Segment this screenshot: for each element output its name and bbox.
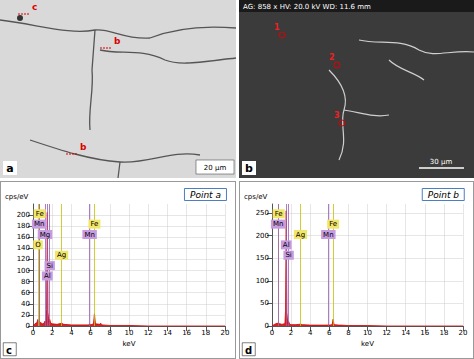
svg-text:Si: Si	[47, 262, 53, 270]
svg-text:Mn: Mn	[84, 231, 94, 239]
svg-text:180: 180	[17, 222, 30, 230]
svg-text:Al: Al	[283, 241, 290, 249]
svg-text:12: 12	[382, 329, 391, 337]
svg-text:O: O	[35, 241, 41, 249]
svg-text:80: 80	[21, 278, 30, 286]
svg-text:150: 150	[256, 254, 269, 262]
svg-text:0: 0	[265, 322, 269, 330]
svg-text:18: 18	[439, 329, 448, 337]
svg-text:Fe: Fe	[275, 210, 283, 218]
svg-text:2: 2	[289, 329, 293, 337]
svg-text:250: 250	[256, 209, 269, 217]
svg-text:8: 8	[108, 329, 112, 337]
svg-text:a: a	[6, 162, 13, 175]
svg-text:cps/eV: cps/eV	[244, 193, 268, 201]
svg-text:6: 6	[88, 329, 93, 337]
svg-text:AG: 858 x HV: 20.0 kV WD: 11.6: AG: 858 x HV: 20.0 kV WD: 11.6 mm	[243, 3, 371, 11]
svg-text:cps/eV: cps/eV	[5, 193, 29, 201]
svg-text:10: 10	[125, 329, 134, 337]
svg-text:0: 0	[31, 329, 35, 337]
svg-text:200: 200	[256, 232, 269, 240]
svg-text:120: 120	[17, 255, 30, 263]
svg-text:10: 10	[363, 329, 372, 337]
svg-text:18: 18	[201, 329, 210, 337]
svg-text:14: 14	[401, 329, 410, 337]
svg-text:30 µm: 30 µm	[430, 158, 453, 166]
svg-text:c: c	[6, 345, 12, 356]
svg-text:b: b	[245, 162, 253, 175]
svg-text:Fe: Fe	[36, 210, 44, 218]
svg-text:Point a: Point a	[190, 190, 221, 200]
svg-text:20 µm: 20 µm	[204, 164, 227, 172]
svg-text:20: 20	[459, 329, 468, 337]
svg-text:Mn: Mn	[323, 231, 333, 239]
svg-text:Si: Si	[285, 251, 291, 259]
svg-text:b: b	[80, 142, 87, 152]
svg-text:4: 4	[69, 329, 74, 337]
svg-text:14: 14	[163, 329, 172, 337]
svg-text:0: 0	[26, 322, 30, 330]
svg-text:16: 16	[420, 329, 429, 337]
svg-text:Al: Al	[44, 272, 51, 280]
svg-text:Fe: Fe	[90, 220, 98, 228]
svg-text:20: 20	[221, 329, 230, 337]
svg-text:200: 200	[17, 211, 30, 219]
svg-text:Fe: Fe	[329, 220, 337, 228]
svg-text:keV: keV	[361, 340, 374, 348]
svg-text:140: 140	[17, 244, 30, 252]
svg-text:keV: keV	[123, 340, 136, 348]
svg-text:Mn: Mn	[273, 220, 283, 228]
svg-text:b: b	[114, 36, 121, 46]
svg-text:12: 12	[144, 329, 153, 337]
svg-text:160: 160	[17, 233, 30, 241]
svg-text:c: c	[32, 2, 37, 12]
svg-text:20: 20	[21, 311, 30, 319]
svg-text:8: 8	[346, 329, 350, 337]
svg-text:16: 16	[182, 329, 191, 337]
svg-text:Point b: Point b	[428, 190, 460, 200]
svg-text:50: 50	[260, 299, 269, 307]
svg-text:2: 2	[50, 329, 54, 337]
svg-text:4: 4	[308, 329, 313, 337]
svg-text:40: 40	[21, 300, 30, 308]
svg-text:0: 0	[270, 329, 274, 337]
svg-text:100: 100	[17, 267, 30, 275]
svg-text:d: d	[245, 345, 252, 356]
svg-text:2: 2	[329, 53, 335, 62]
svg-text:Ag: Ag	[296, 231, 305, 239]
svg-text:Mn: Mn	[34, 220, 44, 228]
svg-text:Ag: Ag	[57, 251, 66, 259]
svg-text:3: 3	[334, 111, 340, 120]
svg-text:100: 100	[256, 277, 269, 285]
svg-text:1: 1	[274, 23, 280, 32]
svg-text:60: 60	[21, 289, 30, 297]
svg-text:Mg: Mg	[40, 231, 50, 239]
svg-text:6: 6	[327, 329, 332, 337]
